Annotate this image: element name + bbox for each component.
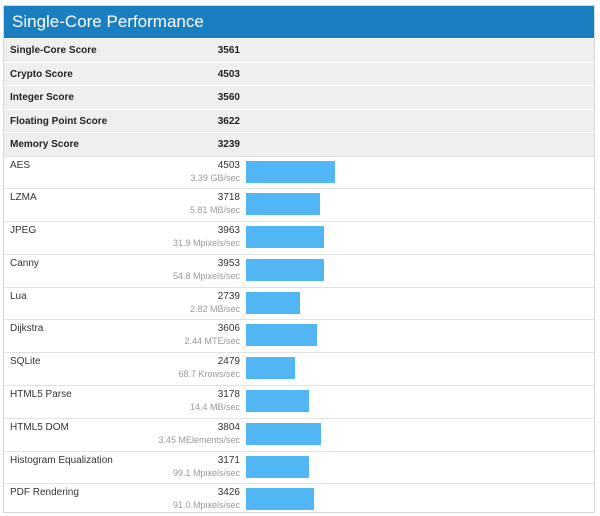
benchmark-rate: 5.81 MB/sec bbox=[190, 205, 240, 215]
benchmark-bar bbox=[246, 456, 309, 478]
benchmark-bar bbox=[246, 324, 317, 346]
summary-label: Crypto Score bbox=[10, 69, 73, 80]
benchmark-row: HTML5 DOM 3804 3.45 MElements/sec bbox=[4, 418, 594, 451]
benchmark-name: LZMA bbox=[10, 192, 37, 203]
summary-value: 3622 bbox=[218, 116, 240, 127]
benchmark-score: 3171 bbox=[218, 455, 240, 466]
benchmark-score: 2739 bbox=[218, 291, 240, 302]
benchmark-name: PDF Rendering bbox=[10, 487, 79, 498]
benchmark-rate: 2.82 MB/sec bbox=[190, 304, 240, 314]
benchmark-row: Lua 2739 2.82 MB/sec bbox=[4, 287, 594, 320]
benchmark-name: AES bbox=[10, 160, 30, 171]
benchmark-bar bbox=[246, 423, 321, 445]
benchmark-row: PDF Rendering 3426 91.0 Mpixels/sec bbox=[4, 483, 594, 516]
benchmark-score: 3606 bbox=[218, 323, 240, 334]
benchmark-name: Lua bbox=[10, 291, 27, 302]
benchmark-row: SQLite 2479 68.7 Krows/sec bbox=[4, 352, 594, 385]
benchmark-rate: 3.39 GB/sec bbox=[190, 173, 240, 183]
summary-row: Floating Point Score 3622 bbox=[4, 109, 594, 133]
summary-row: Memory Score 3239 bbox=[4, 132, 594, 156]
summary-row: Integer Score 3560 bbox=[4, 85, 594, 109]
benchmark-row: Histogram Equalization 3171 99.1 Mpixels/s… bbox=[4, 451, 594, 484]
summary-value: 4503 bbox=[218, 69, 240, 80]
summary-table: Single-Core Score 3561 Crypto Score 4503 Int… bbox=[4, 38, 594, 156]
benchmark-rate: 99.1 Mpixels/sec bbox=[173, 468, 240, 478]
benchmark-rate: 68.7 Krows/sec bbox=[178, 369, 240, 379]
benchmark-rate: 2.44 MTE/sec bbox=[184, 336, 240, 346]
benchmark-bar bbox=[246, 357, 295, 379]
benchmark-table: AES 4503 3.39 GB/sec LZMA 3718 5.81 MB/sec JPE… bbox=[4, 156, 594, 516]
benchmark-bar bbox=[246, 488, 314, 510]
benchmark-score: 4503 bbox=[218, 160, 240, 171]
benchmark-score: 3178 bbox=[218, 389, 240, 400]
summary-row: Crypto Score 4503 bbox=[4, 62, 594, 86]
benchmark-rate: 31.9 Mpixels/sec bbox=[173, 238, 240, 248]
benchmark-row: JPEG 3963 31.9 Mpixels/sec bbox=[4, 221, 594, 254]
benchmark-bar bbox=[246, 161, 335, 183]
benchmark-name: Dijkstra bbox=[10, 323, 43, 334]
panel-title: Single-Core Performance bbox=[4, 6, 594, 38]
benchmark-name: JPEG bbox=[10, 225, 36, 236]
benchmark-name: Histogram Equalization bbox=[10, 455, 113, 466]
benchmark-score: 3804 bbox=[218, 422, 240, 433]
benchmark-row: HTML5 Parse 3178 14.4 MB/sec bbox=[4, 385, 594, 418]
summary-value: 3561 bbox=[218, 45, 240, 56]
benchmark-score: 3963 bbox=[218, 225, 240, 236]
benchmark-bar bbox=[246, 193, 320, 215]
benchmark-score: 3718 bbox=[218, 192, 240, 203]
summary-label: Single-Core Score bbox=[10, 45, 97, 56]
benchmark-name: SQLite bbox=[10, 356, 41, 367]
single-core-panel: Single-Core Performance Single-Core Scor… bbox=[3, 5, 595, 513]
summary-value: 3239 bbox=[218, 139, 240, 150]
benchmark-rate: 3.45 MElements/sec bbox=[158, 435, 240, 445]
benchmark-score: 3953 bbox=[218, 258, 240, 269]
summary-label: Floating Point Score bbox=[10, 116, 107, 127]
summary-value: 3560 bbox=[218, 92, 240, 103]
benchmark-score: 2479 bbox=[218, 356, 240, 367]
benchmark-row: Dijkstra 3606 2.44 MTE/sec bbox=[4, 319, 594, 352]
summary-row: Single-Core Score 3561 bbox=[4, 38, 594, 62]
benchmark-rate: 54.8 Mpixels/sec bbox=[173, 271, 240, 281]
summary-label: Memory Score bbox=[10, 139, 79, 150]
benchmark-bar bbox=[246, 390, 309, 412]
benchmark-bar bbox=[246, 259, 324, 281]
benchmark-score: 3426 bbox=[218, 487, 240, 498]
benchmark-row: LZMA 3718 5.81 MB/sec bbox=[4, 188, 594, 221]
benchmark-bar bbox=[246, 292, 300, 314]
benchmark-row: AES 4503 3.39 GB/sec bbox=[4, 156, 594, 189]
benchmark-bar bbox=[246, 226, 324, 248]
benchmark-rate: 14.4 MB/sec bbox=[190, 402, 240, 412]
benchmark-rate: 91.0 Mpixels/sec bbox=[173, 500, 240, 510]
benchmark-name: HTML5 Parse bbox=[10, 389, 72, 400]
benchmark-name: HTML5 DOM bbox=[10, 422, 69, 433]
benchmark-row: Canny 3953 54.8 Mpixels/sec bbox=[4, 254, 594, 287]
summary-label: Integer Score bbox=[10, 92, 74, 103]
benchmark-name: Canny bbox=[10, 258, 39, 269]
